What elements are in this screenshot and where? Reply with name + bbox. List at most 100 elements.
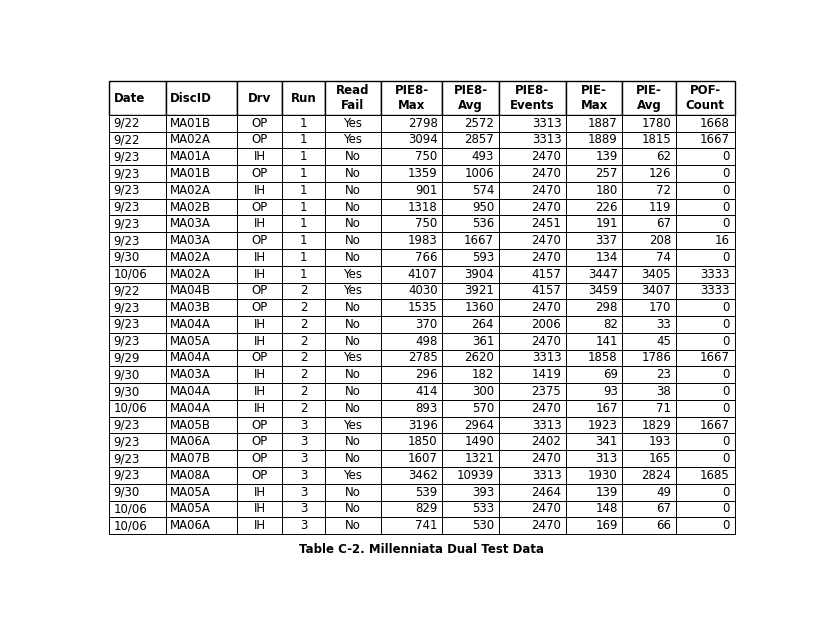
Text: 2620: 2620 [464, 351, 494, 364]
Bar [499, 400, 566, 417]
Text: OP: OP [252, 167, 268, 180]
Text: 393: 393 [472, 486, 494, 499]
Bar [165, 484, 237, 501]
Text: No: No [345, 301, 361, 314]
Bar [442, 316, 499, 333]
Text: 1858: 1858 [588, 351, 618, 364]
Bar [381, 131, 442, 148]
Bar [622, 501, 676, 517]
Bar [442, 282, 499, 299]
Bar [676, 484, 734, 501]
Text: 3313: 3313 [532, 116, 561, 130]
Bar [325, 467, 381, 484]
Text: 1: 1 [300, 200, 307, 213]
Text: 493: 493 [472, 150, 494, 163]
Text: 9/23: 9/23 [114, 234, 140, 247]
Text: 2857: 2857 [464, 133, 494, 146]
Text: 1: 1 [300, 150, 307, 163]
Text: 9/30: 9/30 [114, 251, 140, 264]
Bar [499, 467, 566, 484]
Text: 3: 3 [300, 452, 307, 465]
Bar [282, 484, 325, 501]
Bar [622, 450, 676, 467]
Bar [165, 131, 237, 148]
Text: 1321: 1321 [464, 452, 494, 465]
Bar [165, 81, 237, 115]
Text: 9/23: 9/23 [114, 167, 140, 180]
Text: 2785: 2785 [408, 351, 438, 364]
Bar [165, 165, 237, 182]
Bar [325, 450, 381, 467]
Text: 530: 530 [472, 519, 494, 532]
Bar [325, 299, 381, 316]
Text: 139: 139 [595, 150, 618, 163]
Bar [566, 501, 622, 517]
Text: MA03A: MA03A [170, 234, 211, 247]
Text: 3: 3 [300, 519, 307, 532]
Text: 62: 62 [656, 150, 671, 163]
Bar [381, 349, 442, 366]
Bar [622, 484, 676, 501]
Bar [499, 165, 566, 182]
Bar [676, 282, 734, 299]
Text: IH: IH [253, 486, 266, 499]
Text: MA04A: MA04A [170, 351, 212, 364]
Text: 3313: 3313 [532, 469, 561, 482]
Text: 2470: 2470 [532, 150, 561, 163]
Bar [381, 215, 442, 232]
Bar [676, 333, 734, 349]
Text: MA08A: MA08A [170, 469, 211, 482]
Bar [381, 81, 442, 115]
Bar [622, 131, 676, 148]
Bar [237, 433, 282, 450]
Text: POF-
Count: POF- Count [686, 85, 724, 112]
Text: MA04B: MA04B [170, 284, 212, 297]
Bar [325, 400, 381, 417]
Text: No: No [345, 200, 361, 213]
Text: 9/23: 9/23 [114, 217, 140, 230]
Text: MA06A: MA06A [170, 519, 212, 532]
Text: Date: Date [114, 91, 145, 105]
Bar [282, 81, 325, 115]
Bar [622, 400, 676, 417]
Bar [499, 333, 566, 349]
Text: No: No [345, 184, 361, 197]
Bar [325, 215, 381, 232]
Text: 3313: 3313 [532, 351, 561, 364]
Text: OP: OP [252, 284, 268, 297]
Bar [381, 517, 442, 534]
Text: 1667: 1667 [700, 133, 730, 146]
Bar [325, 249, 381, 266]
Bar [622, 299, 676, 316]
Bar [499, 249, 566, 266]
Text: 2: 2 [300, 318, 307, 331]
Bar [499, 417, 566, 433]
Text: No: No [345, 486, 361, 499]
Text: 2470: 2470 [532, 503, 561, 515]
Text: IH: IH [253, 368, 266, 381]
Bar [499, 282, 566, 299]
Bar [109, 366, 165, 383]
Bar [442, 366, 499, 383]
Bar [282, 148, 325, 165]
Bar [165, 215, 237, 232]
Bar [566, 266, 622, 282]
Text: MA02B: MA02B [170, 200, 212, 213]
Text: IH: IH [253, 402, 266, 415]
Bar [676, 249, 734, 266]
Text: 2572: 2572 [464, 116, 494, 130]
Text: No: No [345, 385, 361, 398]
Text: PIE8-
Events: PIE8- Events [510, 85, 555, 112]
Bar [622, 81, 676, 115]
Text: MA05A: MA05A [170, 486, 211, 499]
Text: 3407: 3407 [641, 284, 671, 297]
Bar [442, 484, 499, 501]
Text: 4157: 4157 [532, 268, 561, 280]
Bar [381, 484, 442, 501]
Text: 148: 148 [595, 503, 618, 515]
Text: 3313: 3313 [532, 419, 561, 431]
Text: 1923: 1923 [588, 419, 618, 431]
Bar [442, 501, 499, 517]
Bar [442, 467, 499, 484]
Bar [381, 282, 442, 299]
